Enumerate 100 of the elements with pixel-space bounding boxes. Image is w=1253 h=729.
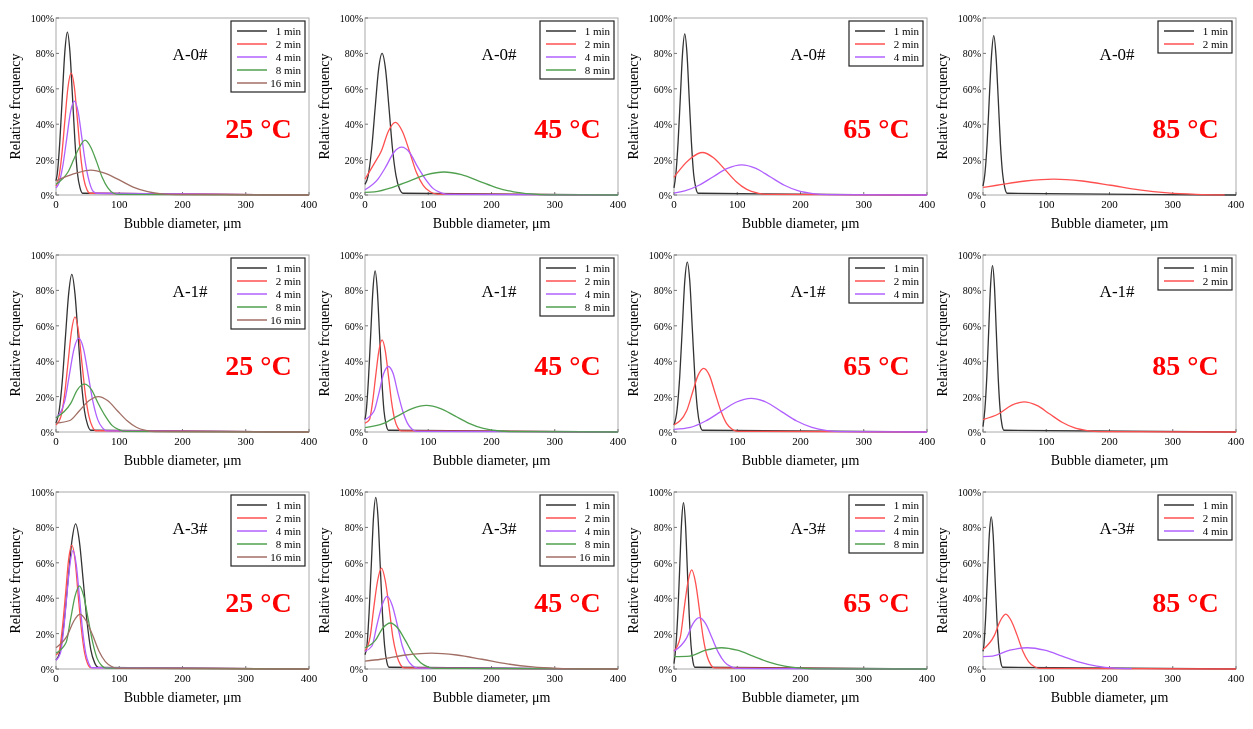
x-tick-label: 200 — [174, 672, 192, 684]
y-axis-title: Relative frcquency — [317, 53, 332, 160]
x-axis-title: Bubble diameter, μm — [123, 453, 242, 468]
y-axis-title: Relative frcquency — [317, 290, 332, 397]
x-tick-label: 0 — [53, 672, 60, 684]
x-tick-label: 200 — [1101, 672, 1119, 684]
y-tick-label: 20% — [344, 154, 363, 166]
y-tick-label: 40% — [962, 356, 981, 368]
legend-label: 8 min — [893, 538, 920, 550]
y-tick-label: 100% — [339, 13, 363, 24]
y-tick-label: 100% — [957, 13, 981, 24]
x-tick-label: 400 — [300, 435, 318, 447]
y-tick-label: 20% — [653, 154, 672, 166]
legend-label: 2 min — [584, 38, 611, 50]
y-tick-label: 0% — [658, 190, 672, 201]
y-tick-label: 0% — [658, 427, 672, 438]
x-axis-title: Bubble diameter, μm — [1050, 453, 1169, 468]
legend-label: 16 min — [270, 77, 302, 89]
x-tick-label: 300 — [237, 435, 255, 447]
annotation: 65 °C — [843, 113, 910, 145]
x-tick-label: 200 — [792, 198, 810, 210]
y-tick-label: 20% — [653, 391, 672, 403]
y-tick-label: 100% — [30, 13, 54, 24]
annotation: 65 °C — [843, 587, 910, 619]
annotation: 45 °C — [534, 587, 601, 619]
y-tick-label: 40% — [35, 119, 54, 131]
x-tick-label: 100 — [729, 672, 746, 684]
y-tick-label: 100% — [339, 250, 363, 261]
y-tick-label: 40% — [653, 356, 672, 368]
x-axis-title: Bubble diameter, μm — [432, 453, 551, 468]
x-axis-title: Bubble diameter, μm — [741, 453, 860, 468]
y-tick-label: 60% — [35, 320, 54, 332]
y-axis-title: Relative frcquency — [626, 53, 641, 160]
y-axis-title: Relative frcquency — [935, 290, 950, 397]
y-tick-label: 80% — [35, 522, 54, 534]
x-tick-label: 400 — [918, 672, 936, 684]
y-tick-label: 100% — [30, 487, 54, 498]
legend-label: 16 min — [270, 314, 302, 326]
y-tick-label: 0% — [349, 664, 363, 675]
legend-label: 1 min — [275, 25, 302, 37]
x-tick-label: 400 — [609, 672, 627, 684]
x-tick-label: 100 — [729, 435, 746, 447]
legend-label: 2 min — [1202, 38, 1229, 50]
x-tick-label: 100 — [1038, 672, 1055, 684]
x-tick-label: 100 — [729, 198, 746, 210]
y-axis-title: Relative frcquency — [8, 53, 23, 160]
legend-label: 1 min — [584, 499, 611, 511]
y-tick-label: 40% — [653, 593, 672, 605]
x-tick-label: 400 — [609, 435, 627, 447]
x-axis-title: Bubble diameter, μm — [432, 216, 551, 231]
y-tick-label: 100% — [30, 250, 54, 261]
y-tick-label: 20% — [962, 628, 981, 640]
y-tick-label: 80% — [962, 285, 981, 297]
x-tick-label: 200 — [483, 198, 501, 210]
y-tick-label: 80% — [962, 48, 981, 60]
y-tick-label: 60% — [344, 320, 363, 332]
x-axis-title: Bubble diameter, μm — [741, 690, 860, 705]
x-tick-label: 200 — [174, 198, 192, 210]
legend-label: 16 min — [579, 551, 611, 563]
x-tick-label: 100 — [420, 672, 437, 684]
y-tick-label: 0% — [658, 664, 672, 675]
y-tick-label: 60% — [35, 557, 54, 569]
y-tick-label: 80% — [962, 522, 981, 534]
y-tick-label: 20% — [653, 628, 672, 640]
legend-label: 2 min — [1202, 275, 1229, 287]
x-tick-label: 100 — [111, 672, 128, 684]
x-tick-label: 0 — [980, 435, 987, 447]
y-tick-label: 60% — [344, 557, 363, 569]
x-tick-label: 0 — [671, 198, 678, 210]
x-tick-label: 400 — [918, 435, 936, 447]
y-tick-label: 40% — [962, 119, 981, 131]
annotation: 25 °C — [225, 587, 292, 619]
y-tick-label: 20% — [344, 391, 363, 403]
annotation: A-1# — [481, 282, 518, 301]
annotation: 45 °C — [534, 350, 601, 382]
x-tick-label: 300 — [546, 672, 564, 684]
legend-label: 4 min — [275, 525, 302, 537]
legend-label: 8 min — [584, 301, 611, 313]
y-tick-label: 60% — [962, 83, 981, 95]
annotation: A-1# — [172, 282, 209, 301]
x-tick-label: 200 — [483, 672, 501, 684]
x-axis-title: Bubble diameter, μm — [432, 690, 551, 705]
x-tick-label: 400 — [1227, 198, 1245, 210]
annotation: A-3# — [172, 519, 209, 538]
y-axis-title: Relative frcquency — [626, 290, 641, 397]
x-axis-title: Bubble diameter, μm — [1050, 690, 1169, 705]
x-tick-label: 300 — [237, 198, 255, 210]
x-tick-label: 100 — [1038, 198, 1055, 210]
legend-label: 4 min — [893, 288, 920, 300]
y-tick-label: 60% — [653, 83, 672, 95]
y-tick-label: 40% — [344, 356, 363, 368]
legend-label: 8 min — [275, 538, 302, 550]
legend-label: 1 min — [275, 262, 302, 274]
x-tick-label: 0 — [671, 435, 678, 447]
y-tick-label: 20% — [344, 628, 363, 640]
y-tick-label: 20% — [35, 154, 54, 166]
annotation: 45 °C — [534, 113, 601, 145]
legend-label: 4 min — [584, 525, 611, 537]
x-tick-label: 300 — [1164, 672, 1182, 684]
x-tick-label: 300 — [855, 198, 873, 210]
